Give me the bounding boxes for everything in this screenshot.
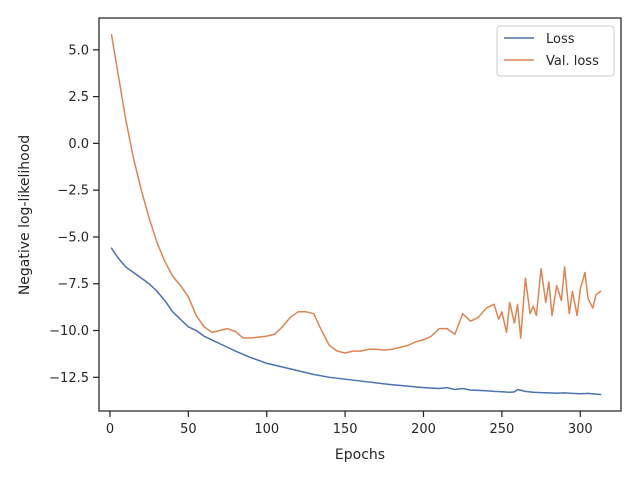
x-tick-label: 50 — [180, 422, 197, 437]
series-layer — [110, 34, 602, 396]
series-line-loss — [110, 247, 602, 396]
y-axis-ticks: 5.0 2.5 0.0 −2.5 −5.0 −7.5 −10.0 −12.5 — [49, 43, 99, 386]
y-tick-label: −2.5 — [57, 184, 89, 199]
x-tick-label: 250 — [489, 422, 514, 437]
y-axis-label: Negative log-likelihood — [17, 135, 33, 295]
legend-label-loss: Loss — [546, 32, 575, 47]
x-tick-label: 300 — [568, 422, 593, 437]
y-tick-label: 0.0 — [68, 137, 89, 152]
y-tick-label: −10.0 — [49, 324, 89, 339]
x-tick-label: 200 — [411, 422, 436, 437]
plot-frame — [98, 17, 622, 412]
y-tick-label: −5.0 — [57, 230, 89, 245]
legend: Loss Val. loss — [496, 25, 615, 77]
x-tick-label: 0 — [106, 422, 114, 437]
y-tick-label: 5.0 — [68, 43, 89, 58]
x-tick-label: 100 — [254, 422, 279, 437]
series-line-val-loss — [110, 34, 602, 354]
y-tick-label: −12.5 — [49, 371, 89, 386]
y-tick-label: 2.5 — [68, 90, 89, 105]
x-tick-label: 150 — [333, 422, 358, 437]
legend-label-val-loss: Val. loss — [546, 54, 599, 69]
x-axis-ticks: 0 50 100 150 200 250 300 — [106, 411, 593, 437]
y-tick-label: −7.5 — [57, 277, 89, 292]
x-axis-label: Epochs — [335, 447, 385, 463]
